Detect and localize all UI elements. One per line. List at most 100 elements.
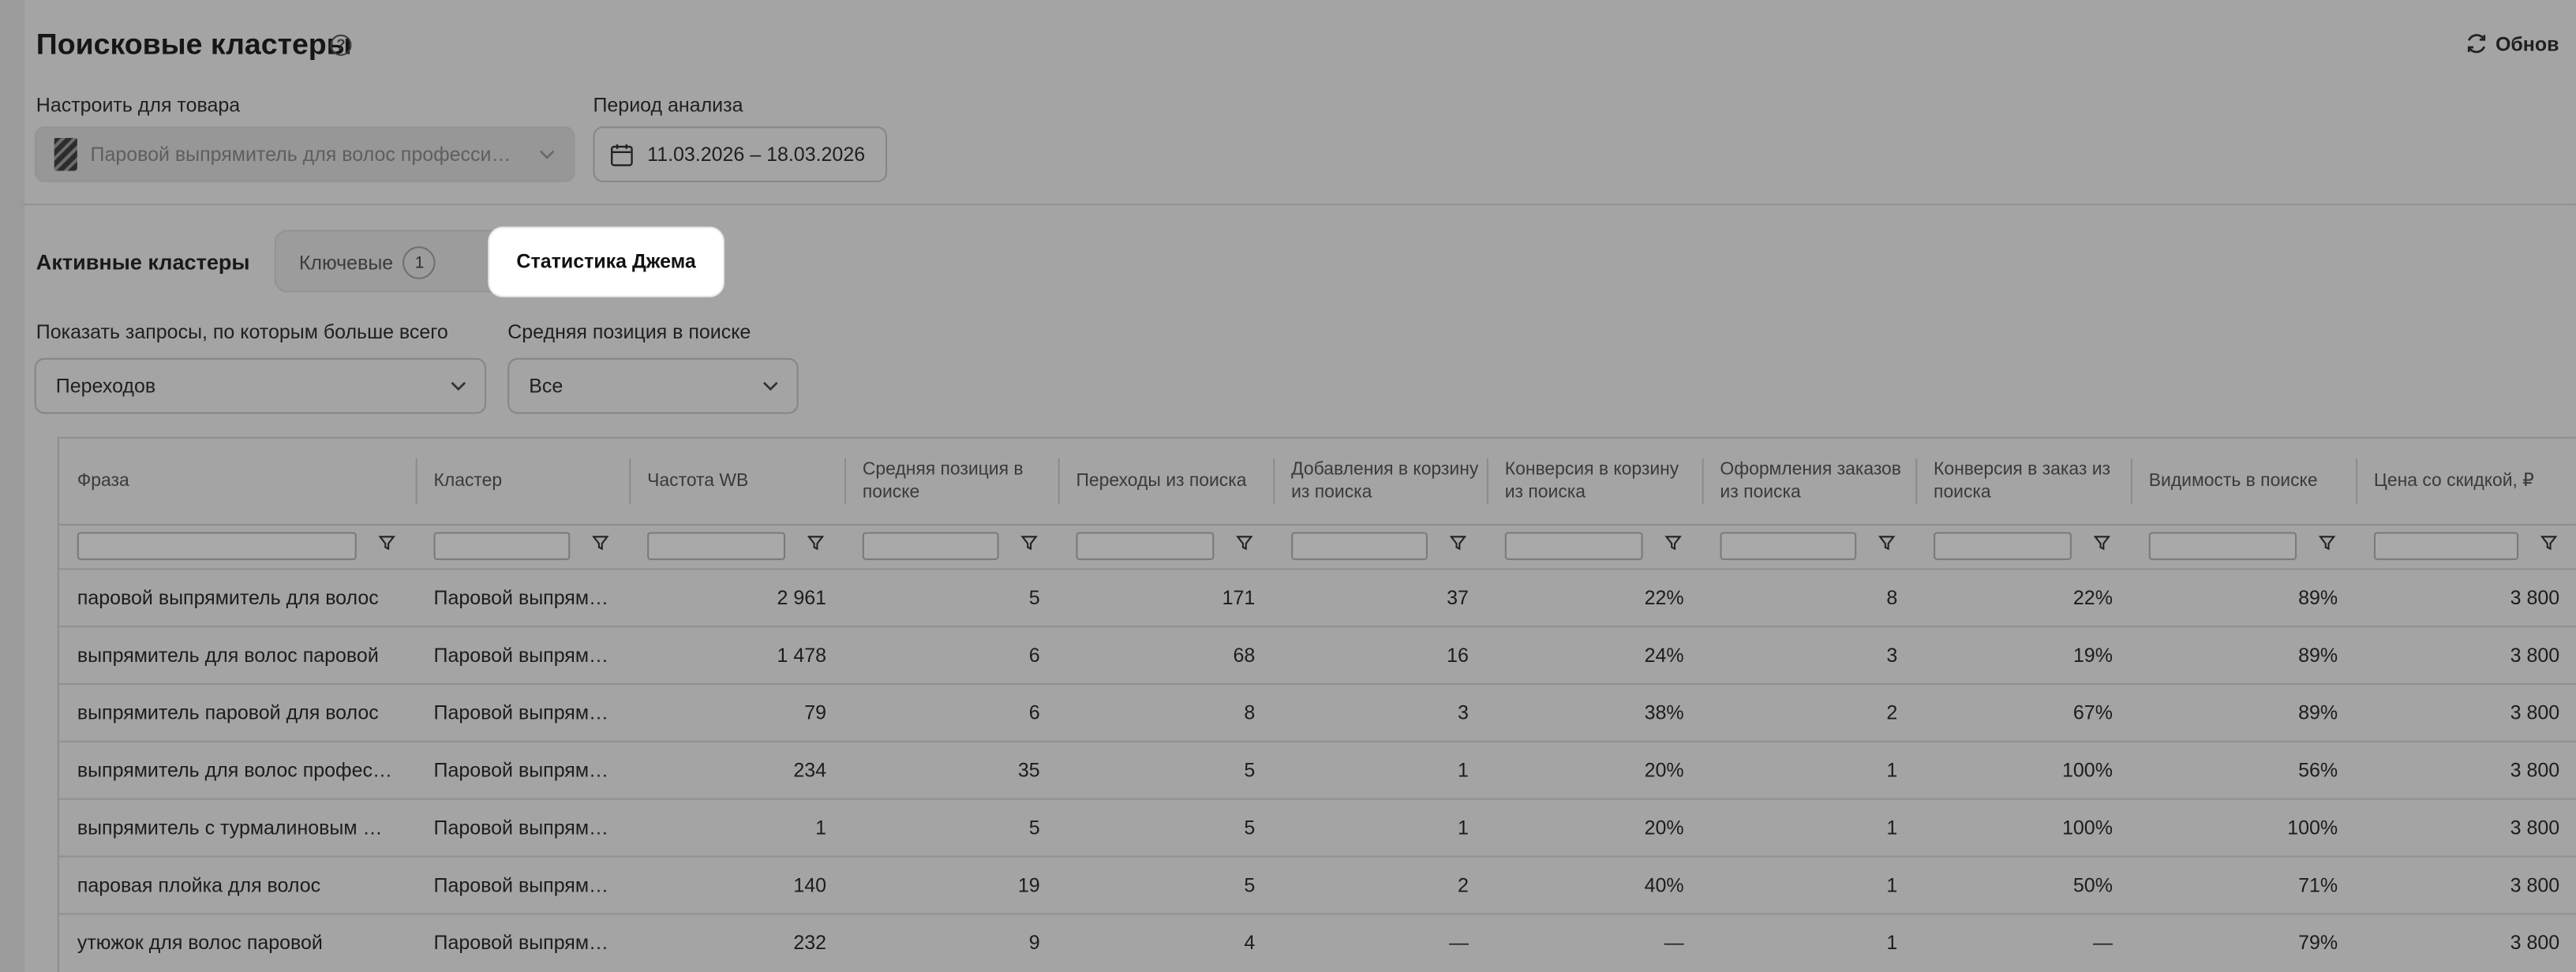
- cell-avg-position: 6: [1028, 701, 1040, 724]
- help-icon[interactable]: ?: [330, 34, 352, 56]
- cell-phrase: утюжок для волос паровой: [77, 931, 323, 955]
- cell-cluster: Паровой выпрям…: [433, 931, 609, 955]
- cell-avg-position: 19: [1017, 873, 1040, 897]
- filter-input-order-conversion[interactable]: [1934, 532, 2072, 560]
- filter-input-cluster[interactable]: [433, 532, 571, 560]
- table-row[interactable]: выпрямитель с турмалиновым … Паровой выпр…: [58, 798, 2576, 856]
- cell-order-conversion: 19%: [2072, 643, 2113, 667]
- column-header-orders[interactable]: Оформления заказов из поиска: [1720, 459, 1901, 503]
- column-separator[interactable]: [1486, 458, 1488, 505]
- table-row[interactable]: выпрямитель паровой для волос Паровой вып…: [58, 682, 2576, 741]
- column-separator[interactable]: [1702, 458, 1704, 505]
- show-queries-select[interactable]: Переходов: [34, 357, 487, 414]
- column-header-search-clicks[interactable]: Переходы из поиска: [1076, 471, 1247, 492]
- cell-phrase: паровая плойка для волос: [77, 873, 321, 897]
- cell-avg-position: 6: [1028, 643, 1040, 667]
- column-separator[interactable]: [1915, 458, 1918, 505]
- filter-input-cart-adds[interactable]: [1291, 532, 1428, 560]
- cell-orders: 1: [1886, 873, 1898, 897]
- column-separator[interactable]: [1058, 458, 1060, 505]
- table-row[interactable]: выпрямитель для волос паровой Паровой вып…: [58, 626, 2576, 683]
- tab-jam-statistics[interactable]: Статистика Джема: [489, 228, 723, 296]
- cell-wb-frequency: 1: [815, 816, 827, 839]
- cell-search-clicks: 171: [1222, 586, 1256, 610]
- cell-cart-conversion: 20%: [1644, 758, 1684, 782]
- cell-search-clicks: 5: [1244, 758, 1256, 782]
- refresh-button[interactable]: Обнов: [2464, 32, 2559, 56]
- filter-icon[interactable]: [2093, 534, 2111, 552]
- product-select[interactable]: Паровой выпрямитель для волос професси…: [34, 126, 575, 183]
- column-separator[interactable]: [2356, 458, 2358, 505]
- filter-icon[interactable]: [1235, 534, 1253, 552]
- cell-avg-position: 5: [1028, 586, 1040, 610]
- filter-icon[interactable]: [591, 534, 609, 552]
- filter-input-search-clicks[interactable]: [1076, 532, 1215, 560]
- cell-wb-frequency: 1 478: [777, 643, 827, 667]
- cell-wb-frequency: 2 961: [777, 586, 827, 610]
- filter-icon[interactable]: [378, 534, 396, 552]
- cell-phrase: выпрямитель с турмалиновым …: [77, 816, 383, 839]
- cell-visibility: 56%: [2298, 758, 2338, 782]
- cell-visibility: 89%: [2298, 586, 2338, 610]
- filter-input-avg-position[interactable]: [862, 532, 999, 560]
- cell-search-clicks: 4: [1244, 931, 1256, 955]
- filter-input-discount-price[interactable]: [2373, 532, 2519, 560]
- filter-input-wb-frequency[interactable]: [647, 532, 786, 560]
- product-select-value: Паровой выпрямитель для волос професси…: [90, 143, 511, 166]
- calendar-icon: [611, 144, 633, 166]
- cell-discount-price: 3 800: [2510, 816, 2560, 839]
- column-header-cart-adds[interactable]: Добавления в корзину из поиска: [1291, 459, 1479, 503]
- filter-input-visibility[interactable]: [2148, 532, 2297, 560]
- filter-icon[interactable]: [2540, 534, 2558, 552]
- table-row[interactable]: паровой выпрямитель для волос Паровой вып…: [58, 568, 2576, 626]
- cell-wb-frequency: 234: [793, 758, 827, 782]
- column-separator[interactable]: [629, 458, 631, 505]
- column-header-phrase[interactable]: Фраза: [77, 471, 129, 492]
- cell-orders: 1: [1886, 758, 1898, 782]
- avg-position-label: Средняя позиция в поиске: [507, 320, 751, 344]
- filter-icon[interactable]: [1878, 534, 1896, 552]
- cell-visibility: 89%: [2298, 643, 2338, 667]
- column-separator[interactable]: [2130, 458, 2132, 505]
- period-date-picker[interactable]: 11.03.2026 – 18.03.2026: [593, 126, 888, 183]
- column-header-cluster[interactable]: Кластер: [433, 471, 503, 492]
- cell-cart-adds: 1: [1458, 758, 1469, 782]
- tab-keywords[interactable]: Ключевые 1: [299, 246, 436, 279]
- filter-icon[interactable]: [1664, 534, 1683, 552]
- column-header-order-conversion[interactable]: Конверсия в заказ из поиска: [1934, 459, 2111, 503]
- cell-cluster: Паровой выпрям…: [433, 701, 609, 724]
- cell-cart-conversion: 40%: [1644, 873, 1684, 897]
- column-header-cart-conversion[interactable]: Конверсия в корзину из поиска: [1504, 459, 1679, 503]
- product-thumbnail: [54, 137, 77, 171]
- filter-input-cart-conversion[interactable]: [1504, 532, 1643, 560]
- avg-position-select[interactable]: Все: [507, 357, 799, 414]
- cell-visibility: 79%: [2298, 931, 2338, 955]
- cell-phrase: паровой выпрямитель для волос: [77, 586, 379, 610]
- column-header-discount-price[interactable]: Цена со скидкой, ₽: [2373, 471, 2534, 492]
- column-separator[interactable]: [415, 458, 417, 505]
- cell-cluster: Паровой выпрям…: [433, 643, 609, 667]
- cell-phrase: выпрямитель паровой для волос: [77, 701, 379, 724]
- table-row[interactable]: утюжок для волос паровой Паровой выпрям… 2…: [58, 913, 2576, 970]
- table-row[interactable]: паровая плойка для волос Паровой выпрям… 1…: [58, 855, 2576, 914]
- column-separator[interactable]: [844, 458, 847, 505]
- filter-icon[interactable]: [807, 534, 825, 552]
- cell-orders: 1: [1886, 931, 1898, 955]
- filter-input-orders[interactable]: [1720, 532, 1857, 560]
- filter-icon[interactable]: [2318, 534, 2336, 552]
- filter-icon[interactable]: [1449, 534, 1467, 552]
- cell-discount-price: 3 800: [2510, 701, 2560, 724]
- cell-cluster: Паровой выпрям…: [433, 873, 609, 897]
- filter-icon[interactable]: [1020, 534, 1039, 552]
- column-header-avg-position[interactable]: Средняя позиция в поиске: [862, 459, 1024, 503]
- cell-cart-adds: 2: [1458, 873, 1469, 897]
- table-row[interactable]: выпрямитель для волос профес… Паровой вып…: [58, 740, 2576, 798]
- column-header-wb-frequency[interactable]: Частота WB: [647, 471, 749, 492]
- column-header-visibility[interactable]: Видимость в поиске: [2148, 471, 2318, 492]
- cell-avg-position: 35: [1017, 758, 1040, 782]
- filter-input-phrase[interactable]: [77, 532, 357, 560]
- cell-visibility: 71%: [2298, 873, 2338, 897]
- chevron-down-icon: [539, 150, 555, 159]
- column-separator[interactable]: [1273, 458, 1275, 505]
